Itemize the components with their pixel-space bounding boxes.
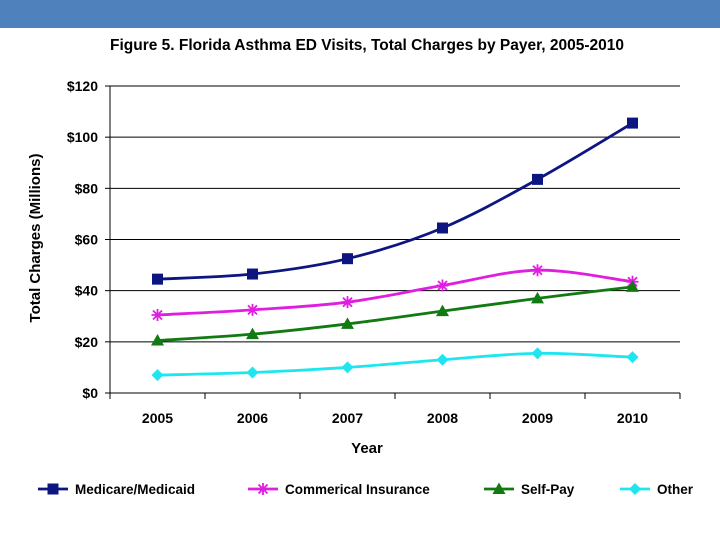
data-point-medicare [342,253,353,265]
data-point-commercial [151,308,164,321]
x-tick-label: 2010 [617,410,648,426]
legend-marker-medicare [47,483,59,495]
data-point-other [436,353,449,366]
legend-label-selfpay: Self-Pay [521,482,575,497]
series-commercial [151,264,639,321]
y-tick-label: $40 [75,283,99,299]
data-point-selfpay [626,280,639,292]
y-axis-title: Total Charges (Millions) [27,154,44,323]
legend-marker-other [629,483,641,495]
data-point-other [151,369,164,382]
data-point-other [341,361,354,374]
legend-label-commercial: Commerical Insurance [285,482,430,497]
data-point-selfpay [151,334,164,346]
data-point-commercial [436,279,449,292]
series-line-medicare [157,121,634,281]
y-tick-label: $60 [75,232,99,248]
legend-marker-commercial [257,483,269,495]
series-other [151,347,639,382]
series-layer [151,117,639,382]
data-point-medicare [152,273,163,285]
legend-item-other: Other [620,482,694,497]
data-point-selfpay [341,317,354,329]
chart-title: Figure 5. Florida Asthma ED Visits, Tota… [110,37,624,54]
y-tick-label: $20 [75,334,99,350]
top-banner [0,0,720,28]
series-line-other [157,351,633,377]
data-point-selfpay [246,327,259,340]
x-tick-label: 2006 [237,410,268,426]
x-axis-ticks: 2005 2006 2007 2008 2009 2010 [109,393,681,426]
legend-label-other: Other [657,482,694,497]
legend-marker-selfpay [492,482,506,494]
gridlines [110,85,680,343]
legend-label-medicare: Medicare/Medicaid [75,482,195,497]
y-tick-label: $100 [67,129,98,145]
y-tick-label: $120 [67,78,98,94]
x-tick-label: 2005 [142,410,173,426]
series-line-commercial [157,268,633,317]
legend-item-commercial: Commerical Insurance [248,482,430,497]
x-axis-title: Year [351,440,383,457]
x-tick-label: 2007 [332,410,363,426]
x-tick-label: 2009 [522,410,553,426]
legend-item-medicare: Medicare/Medicaid [38,482,195,497]
data-point-medicare [247,268,258,280]
x-tick-label: 2008 [427,410,458,426]
series-line-selfpay [157,285,633,342]
data-point-selfpay [531,291,544,304]
data-point-commercial [341,296,354,309]
series-medicare [152,117,638,285]
data-point-commercial [531,264,544,277]
data-point-medicare [437,222,448,234]
data-point-other [531,347,544,360]
y-tick-label: $80 [75,180,99,196]
data-point-other [626,351,639,364]
legend: Medicare/Medicaid Commerical Insurance Sel… [38,482,694,497]
data-point-commercial [246,303,259,316]
data-point-medicare [627,117,638,129]
data-point-medicare [532,173,543,185]
data-point-other [246,366,259,379]
y-tick-label: $0 [82,385,98,401]
series-selfpay [151,280,639,346]
legend-item-selfpay: Self-Pay [484,482,575,497]
data-point-selfpay [436,304,449,317]
y-axis-ticks: $0 $20 $40 $60 $80 $100 $120 [67,78,110,401]
